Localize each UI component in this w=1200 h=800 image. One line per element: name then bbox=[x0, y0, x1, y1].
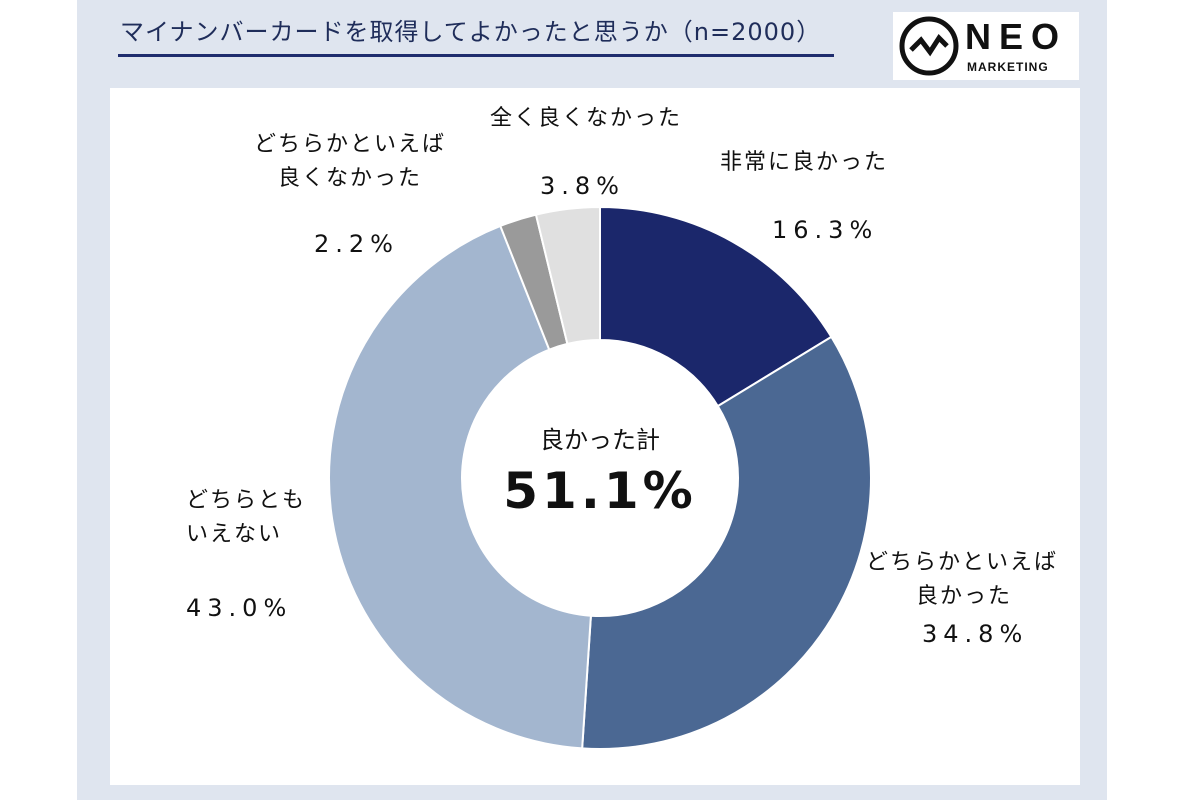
center-caption: 良かった計 bbox=[540, 426, 660, 454]
neo-marketing-logo: NEO MARKETING bbox=[893, 12, 1079, 80]
logo-subtitle: MARKETING bbox=[967, 60, 1049, 74]
chart-title: マイナンバーカードを取得してよかったと思うか（n=2000） bbox=[120, 18, 822, 46]
donut-slice-very-bad bbox=[534, 205, 601, 346]
neo-wave-icon bbox=[899, 16, 959, 76]
title-underline bbox=[118, 54, 834, 57]
logo-wordmark: NEO bbox=[965, 16, 1068, 57]
slice-label-very-bad: 全く良くなかった bbox=[490, 106, 683, 131]
slice-value-neutral: 43.0% bbox=[186, 594, 293, 622]
slice-value-somewhat-good: 34.8% bbox=[922, 620, 1029, 648]
slice-label-somewhat-bad: どちらかといえば 良くなかった bbox=[254, 132, 447, 191]
slice-label-neutral: どちらとも いえない bbox=[186, 488, 307, 547]
donut-slice-neutral bbox=[328, 224, 592, 750]
slice-value-somewhat-bad: 2.2% bbox=[314, 230, 399, 258]
donut-slice-very-good bbox=[599, 205, 833, 408]
slice-value-very-bad: 3.8% bbox=[540, 172, 625, 200]
slice-value-very-good: 16.3% bbox=[772, 216, 879, 244]
slice-label-very-good: 非常に良かった bbox=[720, 150, 889, 175]
slice-label-somewhat-good: どちらかといえば 良かった bbox=[866, 550, 1059, 609]
donut-slice-somewhat-good bbox=[581, 335, 872, 750]
center-value: 51.1% bbox=[503, 462, 697, 520]
